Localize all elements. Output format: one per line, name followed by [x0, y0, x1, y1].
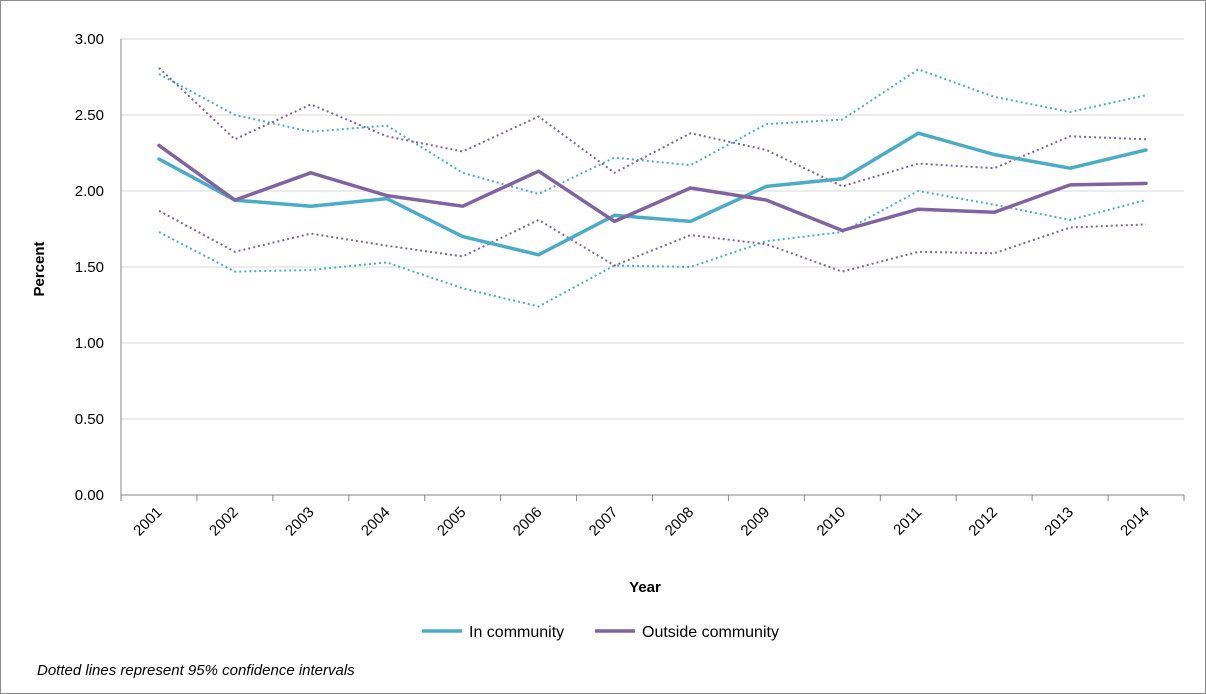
- footnote: Dotted lines represent 95% confidence in…: [37, 662, 355, 679]
- x-tick-label: 2006: [510, 504, 546, 540]
- x-tick-label: 2003: [282, 504, 318, 540]
- y-tick-label: 1.50: [75, 259, 104, 276]
- legend-label-in-community: In community: [469, 624, 564, 641]
- x-tick-label: 2011: [890, 504, 925, 539]
- series-lines: [157, 67, 1148, 308]
- x-tick-label: 2008: [662, 504, 698, 540]
- axes: [120, 39, 1185, 501]
- series-line-in-community-upper-95-ci: [158, 68, 1147, 195]
- series-line-in-community-lower-95-ci: [158, 190, 1147, 308]
- y-tick-labels: 0.00 0.50 1.00 1.50 2.00 2.50 3.00: [75, 31, 104, 504]
- gridlines: [121, 38, 1184, 420]
- x-tick-labels: 2001 2002 2003 2004 2005 2006 2007 2008 2009 2010…: [130, 504, 1153, 540]
- x-tick-label: 2013: [1041, 504, 1077, 540]
- x-tick-label: 2007: [586, 504, 622, 540]
- x-tick-label: 2002: [206, 504, 242, 540]
- x-tick-label: 2005: [434, 504, 470, 540]
- series-line-outside-community-lower-95-ci: [158, 209, 1147, 273]
- series-line-in-community: [157, 131, 1148, 257]
- series-line-outside-community-upper-95-ci: [158, 67, 1147, 188]
- x-tick-label: 2014: [1117, 504, 1153, 540]
- y-tick-label: 0.00: [75, 487, 104, 504]
- y-axis-title: Percent: [31, 241, 48, 296]
- legend: In community Outside community: [422, 624, 779, 641]
- x-tick-label: 2004: [358, 504, 394, 540]
- legend-label-outside-community: Outside community: [642, 624, 779, 641]
- y-tick-label: 0.50: [75, 411, 104, 428]
- y-tick-label: 2.50: [75, 107, 104, 124]
- x-tick-label: 2012: [965, 504, 1001, 540]
- y-tick-label: 2.00: [75, 183, 104, 200]
- x-tick-label: 2010: [814, 504, 850, 540]
- y-tick-label: 3.00: [75, 31, 104, 48]
- x-tick-label: 2009: [738, 504, 774, 540]
- x-axis-title: Year: [629, 579, 661, 596]
- y-tick-label: 1.00: [75, 335, 104, 352]
- series-line-outside-community: [157, 143, 1148, 233]
- x-tick-label: 2001: [130, 504, 166, 540]
